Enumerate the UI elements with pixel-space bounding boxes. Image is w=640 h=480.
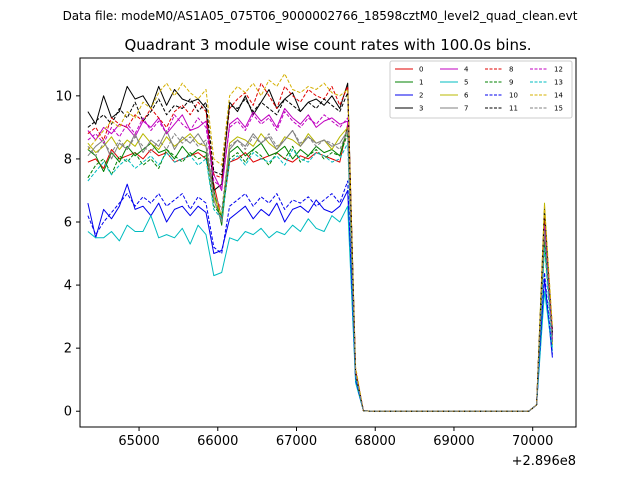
series-line-12 — [87, 111, 553, 412]
x-tick-label-68000: 68000 — [355, 434, 396, 449]
legend-label-3: 3 — [419, 105, 423, 113]
axes-frame — [79, 57, 577, 428]
y-tick-label-2: 2 — [64, 342, 72, 357]
legend-label-8: 8 — [509, 66, 513, 74]
legend-label-2: 2 — [419, 92, 423, 100]
legend-box — [389, 60, 573, 119]
x-offset-label: +2.896e8 — [512, 454, 576, 469]
series-line-13 — [87, 142, 553, 412]
suptitle: Data file: modeM0/AS1A05_075T06_90000027… — [63, 9, 578, 23]
y-tick-label-8: 8 — [64, 152, 72, 167]
y-tick-label-6: 6 — [64, 216, 72, 231]
series-line-11 — [87, 92, 553, 412]
x-tick-label-67000: 67000 — [276, 434, 317, 449]
plot-area: 65000 66000 67000 68000 69000 700000246810012… — [55, 57, 577, 449]
legend-label-14: 14 — [554, 92, 563, 100]
x-tick-label-70000: 70000 — [512, 434, 553, 449]
legend-label-6: 6 — [464, 92, 469, 100]
x-tick-label-69000: 69000 — [433, 434, 474, 449]
legend-label-15: 15 — [554, 105, 563, 113]
legend-label-5: 5 — [464, 79, 468, 87]
legend-label-12: 12 — [554, 66, 563, 74]
legend-label-7: 7 — [464, 105, 468, 113]
legend-label-0: 0 — [419, 66, 423, 74]
x-tick-label-66000: 66000 — [197, 434, 238, 449]
legend-label-10: 10 — [509, 92, 518, 100]
legend-label-9: 9 — [509, 79, 513, 87]
x-tick-label-65000: 65000 — [118, 434, 159, 449]
y-tick-label-10: 10 — [55, 89, 72, 104]
series-line-15 — [87, 130, 553, 412]
series-line-10 — [87, 180, 553, 412]
y-tick-label-0: 0 — [64, 405, 72, 420]
legend-label-13: 13 — [554, 79, 563, 87]
series-group — [87, 73, 553, 412]
chart-title: Quadrant 3 module wise count rates with … — [124, 36, 531, 54]
y-tick-label-4: 4 — [64, 279, 72, 294]
series-line-14 — [87, 73, 553, 412]
legend-label-4: 4 — [464, 66, 469, 74]
legend-label-11: 11 — [509, 105, 518, 113]
legend-label-1: 1 — [419, 79, 423, 87]
